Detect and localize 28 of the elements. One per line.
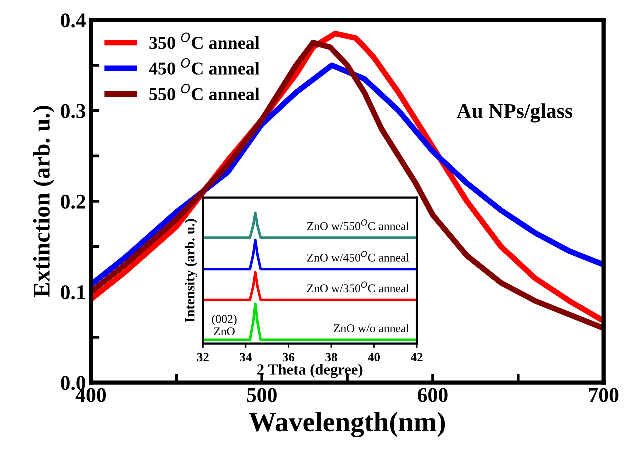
y-tick-label: 0.2 [61,194,86,210]
x-tick-label: 400 [76,388,106,402]
legend-label: 450 $^{O}$C anneal [149,58,260,75]
y-tick-label: 0.4 [61,14,86,28]
x-tick-label: 700 [589,388,619,402]
y-axis-title: Extinction (arb. u.) [33,106,55,298]
x-tick-label: 32 [197,353,209,362]
series-label: ZnO w/450$^{O}$C anneal [307,251,410,262]
x-tick-label: 40 [368,353,380,362]
x-axis-title: Wavelength(nm) [249,412,446,438]
text: 0.0 [61,376,86,390]
x-tick-label: 34 [240,353,252,362]
y-axis-title: Intensity (arb. u.) [184,219,198,322]
series-label: ZnO w/o anneal [334,324,410,333]
x-tick-label: 500 [247,388,277,402]
x-axis-title: 2 Theta (degree) [258,364,363,378]
legend-label: 550 $^{O}$C anneal [150,84,260,101]
annotation: Au NPs/glass [456,104,573,123]
legend-label: 350 $^{O}$C anneal [150,32,260,50]
y-tick-label: 0.3 [61,104,86,118]
x-tick-label: 36 [282,353,295,362]
y-tick-label: 0.1 [61,286,86,300]
annotation: (002) ZnO [212,314,237,336]
series-label: ZnO w/550$^{O}$C anneal [307,220,410,230]
series-label: ZnO w/350$^{O}$C anneal [307,282,410,293]
x-tick-label: 38 [326,353,338,362]
x-tick-label: 600 [418,388,448,402]
x-tick-label: 42 [410,353,423,362]
